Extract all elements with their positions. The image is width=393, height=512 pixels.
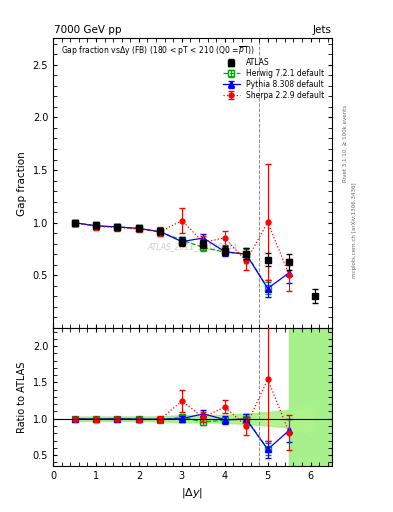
Text: Rivet 3.1.10, ≥ 100k events: Rivet 3.1.10, ≥ 100k events [343, 105, 348, 182]
Bar [289, 328, 332, 466]
Y-axis label: Ratio to ATLAS: Ratio to ATLAS [17, 361, 27, 433]
Text: Gap fraction vs$\Delta$y (FB) (180 < pT < 210 (Q0 =$\overline{p}$T)): Gap fraction vs$\Delta$y (FB) (180 < pT … [61, 44, 255, 57]
Text: ATLAS_2011_S9126244: ATLAS_2011_S9126244 [147, 242, 238, 251]
Text: Jets: Jets [312, 25, 331, 35]
Y-axis label: Gap fraction: Gap fraction [17, 151, 27, 216]
X-axis label: $|\Delta y|$: $|\Delta y|$ [182, 486, 204, 500]
Bar [289, 328, 332, 466]
Text: mcplots.cern.ch [arXiv:1306.3436]: mcplots.cern.ch [arXiv:1306.3436] [352, 183, 357, 278]
Text: 7000 GeV pp: 7000 GeV pp [54, 25, 122, 35]
Legend: ATLAS, Herwig 7.2.1 default, Pythia 8.308 default, Sherpa 2.2.9 default: ATLAS, Herwig 7.2.1 default, Pythia 8.30… [221, 57, 325, 101]
